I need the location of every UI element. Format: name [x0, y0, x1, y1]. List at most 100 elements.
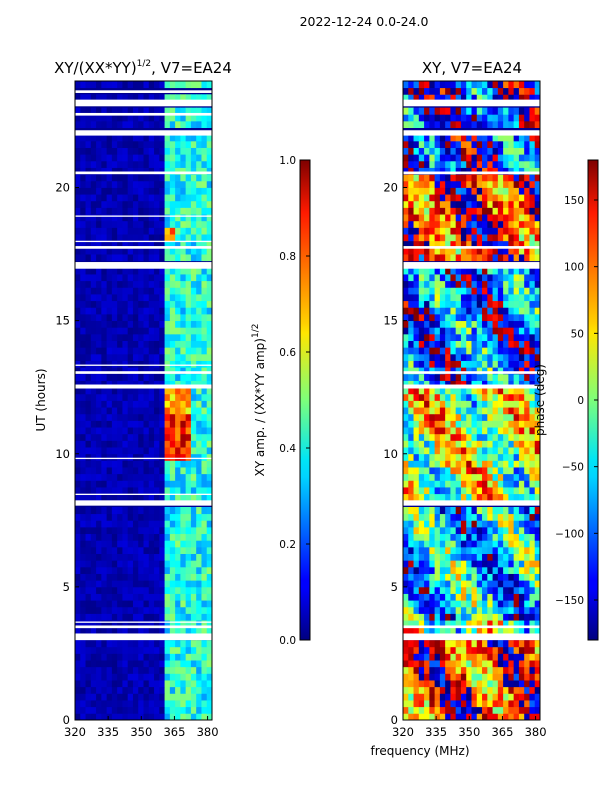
heatmap-cell — [117, 387, 123, 395]
heatmap-cell — [529, 333, 536, 341]
heatmap-cell — [164, 353, 171, 361]
heatmap-cell — [460, 680, 467, 688]
heatmap-cell — [75, 320, 81, 328]
heatmap-cell — [101, 174, 108, 182]
heatmap-cell — [450, 686, 457, 694]
heatmap-cell — [434, 347, 441, 355]
heatmap-cell — [487, 254, 493, 262]
heatmap-cell — [487, 234, 493, 242]
heatmap-cell — [75, 400, 81, 408]
heatmap-cell — [96, 646, 102, 654]
heatmap-cell — [403, 473, 409, 481]
heatmap-cell — [476, 686, 483, 694]
heatmap-cell — [476, 613, 483, 621]
heatmap-cell — [524, 287, 530, 295]
heatmap-cell — [482, 140, 488, 148]
heatmap-cell — [122, 294, 129, 302]
heatmap-cell — [508, 666, 515, 674]
heatmap-cell — [75, 520, 81, 528]
heatmap-cell — [85, 487, 92, 495]
heatmap-cell — [482, 327, 488, 335]
heatmap-cell — [471, 447, 478, 455]
heatmap-cell — [206, 240, 213, 248]
heatmap-cell — [201, 480, 208, 488]
heatmap-cell — [492, 407, 499, 415]
heatmap-cell — [518, 513, 525, 521]
heatmap-cell — [206, 693, 213, 701]
heatmap-cell — [460, 460, 467, 468]
heatmap-cell — [85, 300, 92, 308]
heatmap-cell — [497, 214, 504, 222]
heatmap-cell — [101, 360, 108, 368]
heatmap-cell — [185, 294, 192, 302]
heatmap-cell — [413, 294, 420, 302]
heatmap-cell — [476, 147, 483, 155]
heatmap-cell — [80, 460, 86, 468]
heatmap-cell — [138, 700, 144, 708]
heatmap-cell — [201, 327, 208, 335]
heatmap-cell — [127, 360, 134, 368]
heatmap-cell — [190, 240, 197, 248]
heatmap-cell — [460, 274, 467, 282]
heatmap-cell — [439, 573, 446, 581]
heatmap-cell — [122, 134, 129, 142]
heatmap-cell — [127, 287, 134, 295]
heatmap-cell — [497, 313, 504, 322]
heatmap-cell — [403, 693, 409, 701]
heatmap-cell — [503, 420, 509, 428]
heatmap-cell — [445, 180, 451, 188]
heatmap-cell — [466, 546, 472, 554]
heatmap-cell — [513, 393, 520, 401]
heatmap-cell — [75, 220, 81, 228]
heatmap-cell — [159, 267, 165, 275]
heatmap-cell — [413, 680, 420, 688]
heatmap-cell — [424, 353, 430, 361]
heatmap-cell — [487, 413, 493, 421]
heatmap-cell — [111, 646, 118, 654]
heatmap-cell — [503, 313, 509, 322]
heatmap-cell — [122, 227, 129, 235]
heatmap-cell — [159, 340, 165, 348]
heatmap-cell — [487, 453, 493, 461]
heatmap-cell — [466, 387, 472, 395]
heatmap-cell — [534, 566, 541, 574]
heatmap-cell — [429, 240, 436, 248]
heatmap-cell — [138, 480, 144, 488]
heatmap-cell — [455, 713, 462, 721]
heatmap-cell — [101, 240, 108, 248]
heatmap-cell — [534, 307, 541, 315]
heatmap-cell — [476, 640, 483, 648]
heatmap-cell — [524, 373, 530, 381]
heatmap-cell — [529, 174, 536, 182]
heatmap-cell — [492, 393, 499, 401]
heatmap-cell — [466, 613, 472, 621]
heatmap-cell — [117, 507, 123, 515]
heatmap-cell — [482, 353, 488, 361]
heatmap-cell — [75, 207, 81, 215]
heatmap-cell — [508, 387, 515, 395]
heatmap-cell — [169, 473, 176, 481]
heatmap-cell — [418, 600, 425, 608]
heatmap-cell — [101, 81, 108, 89]
heatmap-cell — [413, 287, 420, 295]
heatmap-cell — [529, 433, 536, 441]
heatmap-cell — [424, 380, 430, 388]
heatmap-cell — [408, 147, 414, 155]
heatmap-cell — [190, 347, 197, 355]
heatmap-cell — [206, 706, 213, 714]
heatmap-cell — [424, 620, 430, 628]
heatmap-cell — [190, 566, 197, 574]
heatmap-cell — [424, 360, 430, 368]
heatmap-cell — [175, 207, 181, 215]
data-gap-band — [75, 500, 212, 506]
heatmap-cell — [101, 660, 108, 668]
heatmap-cell — [122, 387, 129, 395]
heatmap-cell — [487, 493, 493, 501]
heatmap-cell — [148, 174, 155, 182]
heatmap-cell — [190, 333, 197, 341]
heatmap-cell — [455, 347, 462, 355]
heatmap-cell — [80, 194, 86, 202]
heatmap-cell — [106, 640, 113, 648]
heatmap-cell — [75, 540, 81, 548]
heatmap-cell — [471, 187, 478, 195]
